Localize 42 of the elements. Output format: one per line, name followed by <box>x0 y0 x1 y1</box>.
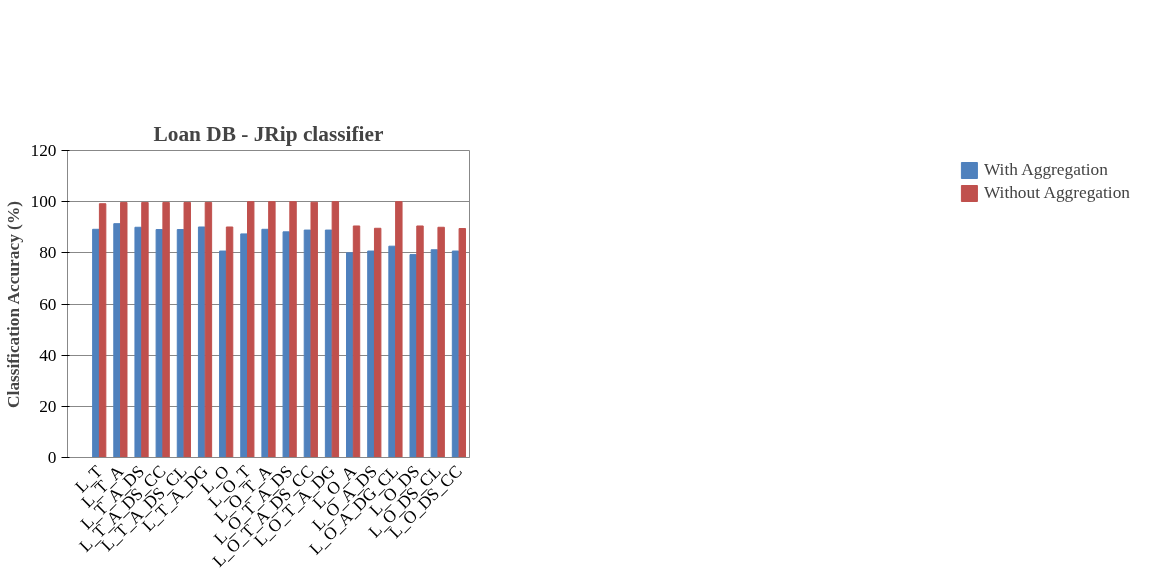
bar <box>268 201 276 458</box>
bar <box>367 250 375 458</box>
bar <box>352 225 361 458</box>
bar <box>416 225 424 458</box>
bar <box>373 227 382 458</box>
y-tick-label: 60 <box>39 294 57 314</box>
bar <box>395 201 403 458</box>
legend-label: Without Aggregation <box>983 183 1130 203</box>
bar <box>197 226 206 458</box>
bar <box>225 226 234 458</box>
bar <box>120 201 128 458</box>
legend-label: With Aggregation <box>983 160 1108 180</box>
bar <box>261 228 269 458</box>
bar <box>409 254 417 458</box>
bar <box>155 229 164 458</box>
bar <box>141 201 149 458</box>
y-tick-label: 100 <box>30 192 57 212</box>
bar <box>113 223 121 458</box>
y-tick-label: 80 <box>39 243 57 263</box>
chart-title: Loan DB - JRip classifier <box>153 121 384 146</box>
bar <box>219 250 227 458</box>
bar <box>134 226 142 458</box>
y-axis-title: Classification Accuracy (%) <box>3 200 23 408</box>
bar <box>204 201 213 458</box>
bar <box>388 245 396 458</box>
y-tick-label: 20 <box>39 396 57 416</box>
bar <box>183 201 191 458</box>
bar <box>346 252 354 458</box>
y-tick-label: 120 <box>30 141 57 160</box>
y-tick-label: 40 <box>39 345 57 365</box>
bar <box>282 231 290 458</box>
bar <box>437 226 445 458</box>
bar <box>92 228 100 458</box>
bar <box>98 203 107 458</box>
bar <box>310 201 318 458</box>
bar <box>240 233 248 458</box>
bar <box>289 201 297 458</box>
bar <box>162 201 170 458</box>
bar <box>458 228 467 458</box>
y-tick-label: 0 <box>47 448 57 467</box>
bar <box>247 201 255 458</box>
bar <box>331 201 340 458</box>
